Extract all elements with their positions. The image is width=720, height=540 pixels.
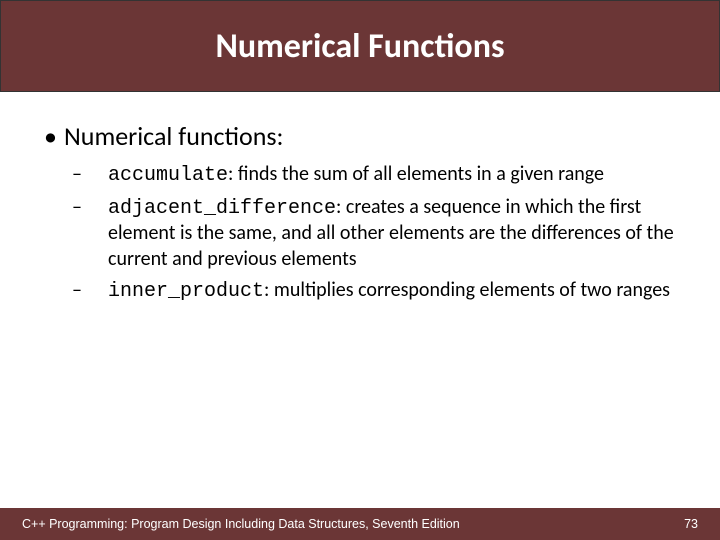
code-term: adjacent_difference — [108, 197, 336, 220]
title-bar: Numerical Functions — [0, 0, 720, 92]
slide-body: •Numerical functions: –accumulate: finds… — [0, 92, 720, 305]
sub-bullet-list: –accumulate: finds the sum of all elemen… — [90, 162, 684, 305]
sub-bullet-item: –inner_product: multiplies corresponding… — [90, 278, 684, 305]
level1-text: Numerical functions: — [64, 120, 284, 152]
footer-left: C++ Programming: Program Design Includin… — [22, 517, 460, 531]
code-term: accumulate — [108, 164, 228, 187]
slide-footer: C++ Programming: Program Design Includin… — [0, 508, 720, 540]
sub-bullet-item: –accumulate: finds the sum of all elemen… — [90, 162, 684, 189]
sub-bullet-item: –adjacent_difference: creates a sequence… — [90, 195, 684, 273]
slide-number: 73 — [684, 517, 698, 531]
code-term: inner_product — [108, 280, 264, 303]
bullet-glyph: • — [44, 120, 64, 152]
sub-bullet-desc: : multiplies corresponding elements of t… — [264, 278, 670, 302]
dash-icon: – — [90, 162, 108, 188]
slide-title: Numerical Functions — [215, 26, 504, 67]
sub-bullet-desc: : finds the sum of all elements in a giv… — [228, 162, 604, 186]
dash-icon: – — [90, 195, 108, 221]
bullet-level1: •Numerical functions: — [44, 120, 684, 152]
dash-icon: – — [90, 278, 108, 304]
